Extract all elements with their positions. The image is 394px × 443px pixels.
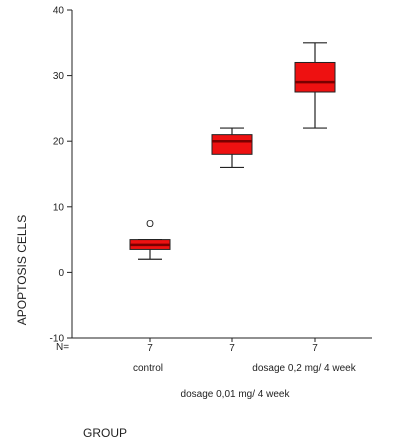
category-label-dosage-high: dosage 0,2 mg/ 4 week: [252, 363, 356, 374]
category-label-dosage-low: dosage 0,01 mg/ 4 week: [181, 389, 291, 400]
y-axis-title: APOPTOSIS CELLS: [15, 215, 29, 326]
category-label-control: control: [133, 363, 163, 374]
y-tick-label: 10: [53, 202, 65, 213]
n-label: N=: [56, 342, 69, 353]
n-value-label: 7: [229, 343, 235, 354]
y-tick-label: 20: [53, 137, 65, 148]
y-tick-label: 0: [58, 268, 64, 279]
y-tick-label: 40: [53, 6, 65, 17]
n-value-label: 7: [312, 343, 318, 354]
iqr-box: [211, 134, 253, 155]
box-0: O: [129, 219, 171, 260]
box-2: [294, 42, 336, 129]
n-value-label: 7: [147, 343, 153, 354]
iqr-box: [294, 61, 336, 93]
y-tick-label: 30: [53, 71, 65, 82]
y-axis: -10 0 10 20 30 40: [50, 6, 73, 345]
y-tick-label: -10: [50, 334, 65, 345]
x-axis: 7 7 7 control dosage 0,01 mg/ 4 week dosage 0…: [72, 337, 372, 400]
outlier-point: O: [146, 219, 154, 230]
boxes: O: [129, 42, 336, 260]
x-axis-title: GROUP: [83, 426, 127, 440]
box-1: [211, 127, 253, 169]
